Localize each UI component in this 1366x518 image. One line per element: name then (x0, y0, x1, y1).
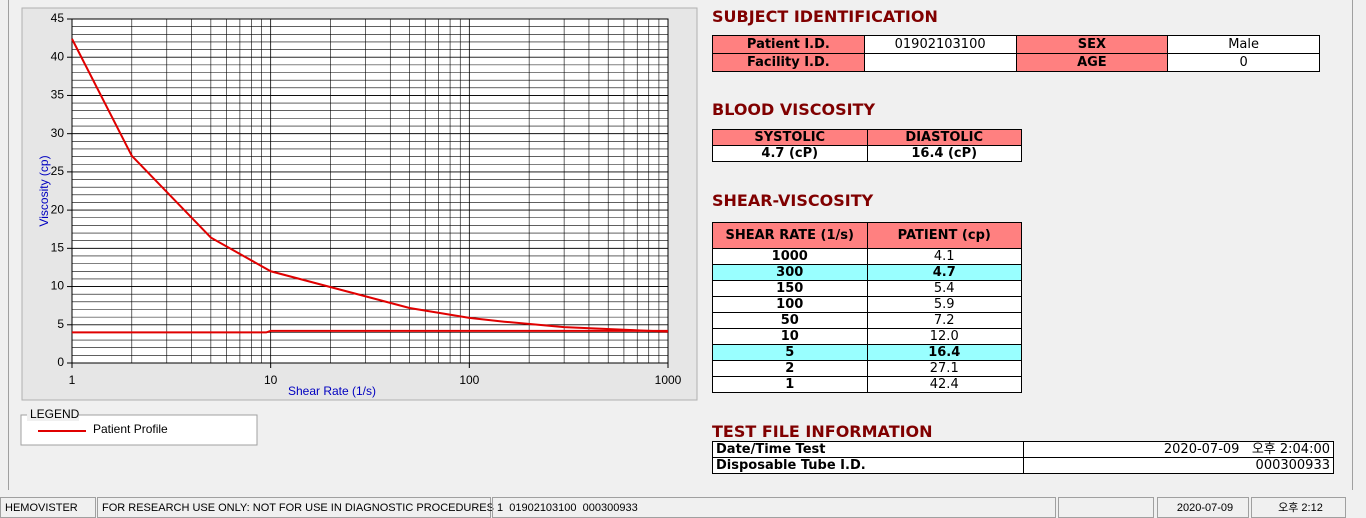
table-cell: 4.7 (866, 264, 1022, 281)
table-cell: 16.4 (cP) (866, 145, 1022, 162)
x-tick-label: 100 (459, 373, 479, 387)
table-cell: 27.1 (866, 360, 1022, 377)
table-cell: 100 (712, 296, 868, 313)
table-cell: 0 (1167, 53, 1320, 72)
table-row: SYSTOLIC DIASTOLIC (712, 129, 1022, 146)
table-cell: Date/Time Test (712, 441, 1024, 458)
test-table: Date/Time Test 2020-07-09 오후 2:04:00 Dispo… (712, 441, 1334, 474)
legend-title-bg (27, 409, 79, 421)
table-cell: 01902103100 (863, 35, 1017, 54)
table-cell: Facility I.D. (712, 53, 865, 72)
table-row: 5 16.4 (712, 344, 1022, 361)
table-cell: Disposable Tube I.D. (712, 457, 1024, 474)
table-cell: 1000 (712, 248, 868, 265)
x-axis-label: Shear Rate (1/s) (288, 384, 376, 398)
table-cell: 5.4 (866, 280, 1022, 297)
table-cell: 16.4 (866, 344, 1022, 361)
table-header: SHEAR RATE (1/s) (712, 222, 868, 249)
right-border (1352, 0, 1353, 490)
x-tick-label: 1000 (655, 373, 682, 387)
table-cell: 4.7 (cP) (712, 145, 868, 162)
plot-area (72, 19, 668, 363)
y-tick-label: 15 (51, 241, 65, 255)
legend-title: LEGEND (30, 407, 80, 421)
table-row: SHEAR RATE (1/s) PATIENT (cp) (712, 222, 1022, 249)
subject-table: Patient I.D. 01902103100 SEX Male Facility I… (712, 35, 1320, 72)
table-row: Date/Time Test 2020-07-09 오후 2:04:00 (712, 441, 1334, 458)
section-title: BLOOD VISCOSITY (712, 100, 876, 119)
y-axis-label: Viscosity (cp) (37, 155, 51, 226)
y-tick-label: 30 (51, 126, 65, 140)
blood-table: SYSTOLIC DIASTOLIC 4.7 (cP) 16.4 (cP) (712, 129, 1022, 162)
table-cell: 1 (712, 376, 868, 393)
shear-table: SHEAR RATE (1/s) PATIENT (cp) 1000 4.1 300 4.… (712, 222, 1022, 393)
chart: Shear Rate (1/s) Viscosity (cp) LEGEND 0… (20, 7, 698, 446)
section-title: TEST FILE INFORMATION (712, 422, 933, 441)
status-cell (1058, 497, 1154, 518)
y-tick-label: 35 (51, 88, 65, 102)
table-cell: 150 (712, 280, 868, 297)
table-row: 4.7 (cP) 16.4 (cP) (712, 145, 1022, 162)
table-row: 50 7.2 (712, 312, 1022, 329)
table-cell: 000300933 (1022, 457, 1334, 474)
x-tick-label: 1 (69, 373, 76, 387)
table-cell: AGE (1015, 53, 1169, 72)
table-header: PATIENT (cp) (866, 222, 1022, 249)
y-tick-label: 5 (57, 317, 64, 331)
table-row: 10 12.0 (712, 328, 1022, 345)
left-border (8, 0, 9, 490)
series-line (72, 329, 668, 334)
series-line (71, 38, 669, 333)
y-tick-label: 0 (57, 355, 64, 369)
table-row: 300 4.7 (712, 264, 1022, 281)
table-cell: 2 (712, 360, 868, 377)
x-tick-label: 10 (264, 373, 278, 387)
y-tick-label: 20 (51, 202, 65, 216)
y-tick-label: 25 (51, 164, 65, 178)
table-cell: 4.1 (866, 248, 1022, 265)
table-cell: 5 (712, 344, 868, 361)
table-cell: 10 (712, 328, 868, 345)
table-cell: Male (1167, 35, 1320, 54)
status-cell: 2020-07-09 (1157, 497, 1249, 518)
table-header: DIASTOLIC (866, 129, 1022, 146)
section-title: SHEAR-VISCOSITY (712, 191, 874, 210)
section-title: SUBJECT IDENTIFICATION (712, 7, 938, 26)
status-cell: HEMOVISTER (0, 497, 96, 518)
status-cell: 1 01902103100 000300933 (492, 497, 1056, 518)
status-cell: FOR RESEARCH USE ONLY: NOT FOR USE IN DI… (97, 497, 494, 518)
table-row: Facility I.D. AGE 0 (712, 53, 1320, 72)
table-cell: SEX (1015, 35, 1169, 54)
y-tick-label: 40 (51, 49, 65, 63)
table-row: Patient I.D. 01902103100 SEX Male (712, 35, 1320, 54)
table-cell: 5.9 (866, 296, 1022, 313)
table-row: 150 5.4 (712, 280, 1022, 297)
plot-frame (71, 18, 669, 364)
table-cell: Patient I.D. (712, 35, 865, 54)
status-cell: 오후 2:12 (1251, 497, 1346, 518)
table-cell: 7.2 (866, 312, 1022, 329)
table-row: 1000 4.1 (712, 248, 1022, 265)
table-header: SYSTOLIC (712, 129, 868, 146)
y-tick-label: 45 (51, 11, 65, 25)
table-cell: 2020-07-09 오후 2:04:00 (1022, 441, 1334, 458)
table-row: 2 27.1 (712, 360, 1022, 377)
table-cell: 42.4 (866, 376, 1022, 393)
table-row: 1 42.4 (712, 376, 1022, 393)
table-cell (863, 53, 1017, 72)
table-row: 100 5.9 (712, 296, 1022, 313)
table-cell: 300 (712, 264, 868, 281)
table-cell: 12.0 (866, 328, 1022, 345)
y-tick-label: 10 (51, 279, 65, 293)
legend-label: Patient Profile (93, 422, 168, 436)
table-cell: 50 (712, 312, 868, 329)
table-row: Disposable Tube I.D. 000300933 (712, 457, 1334, 474)
